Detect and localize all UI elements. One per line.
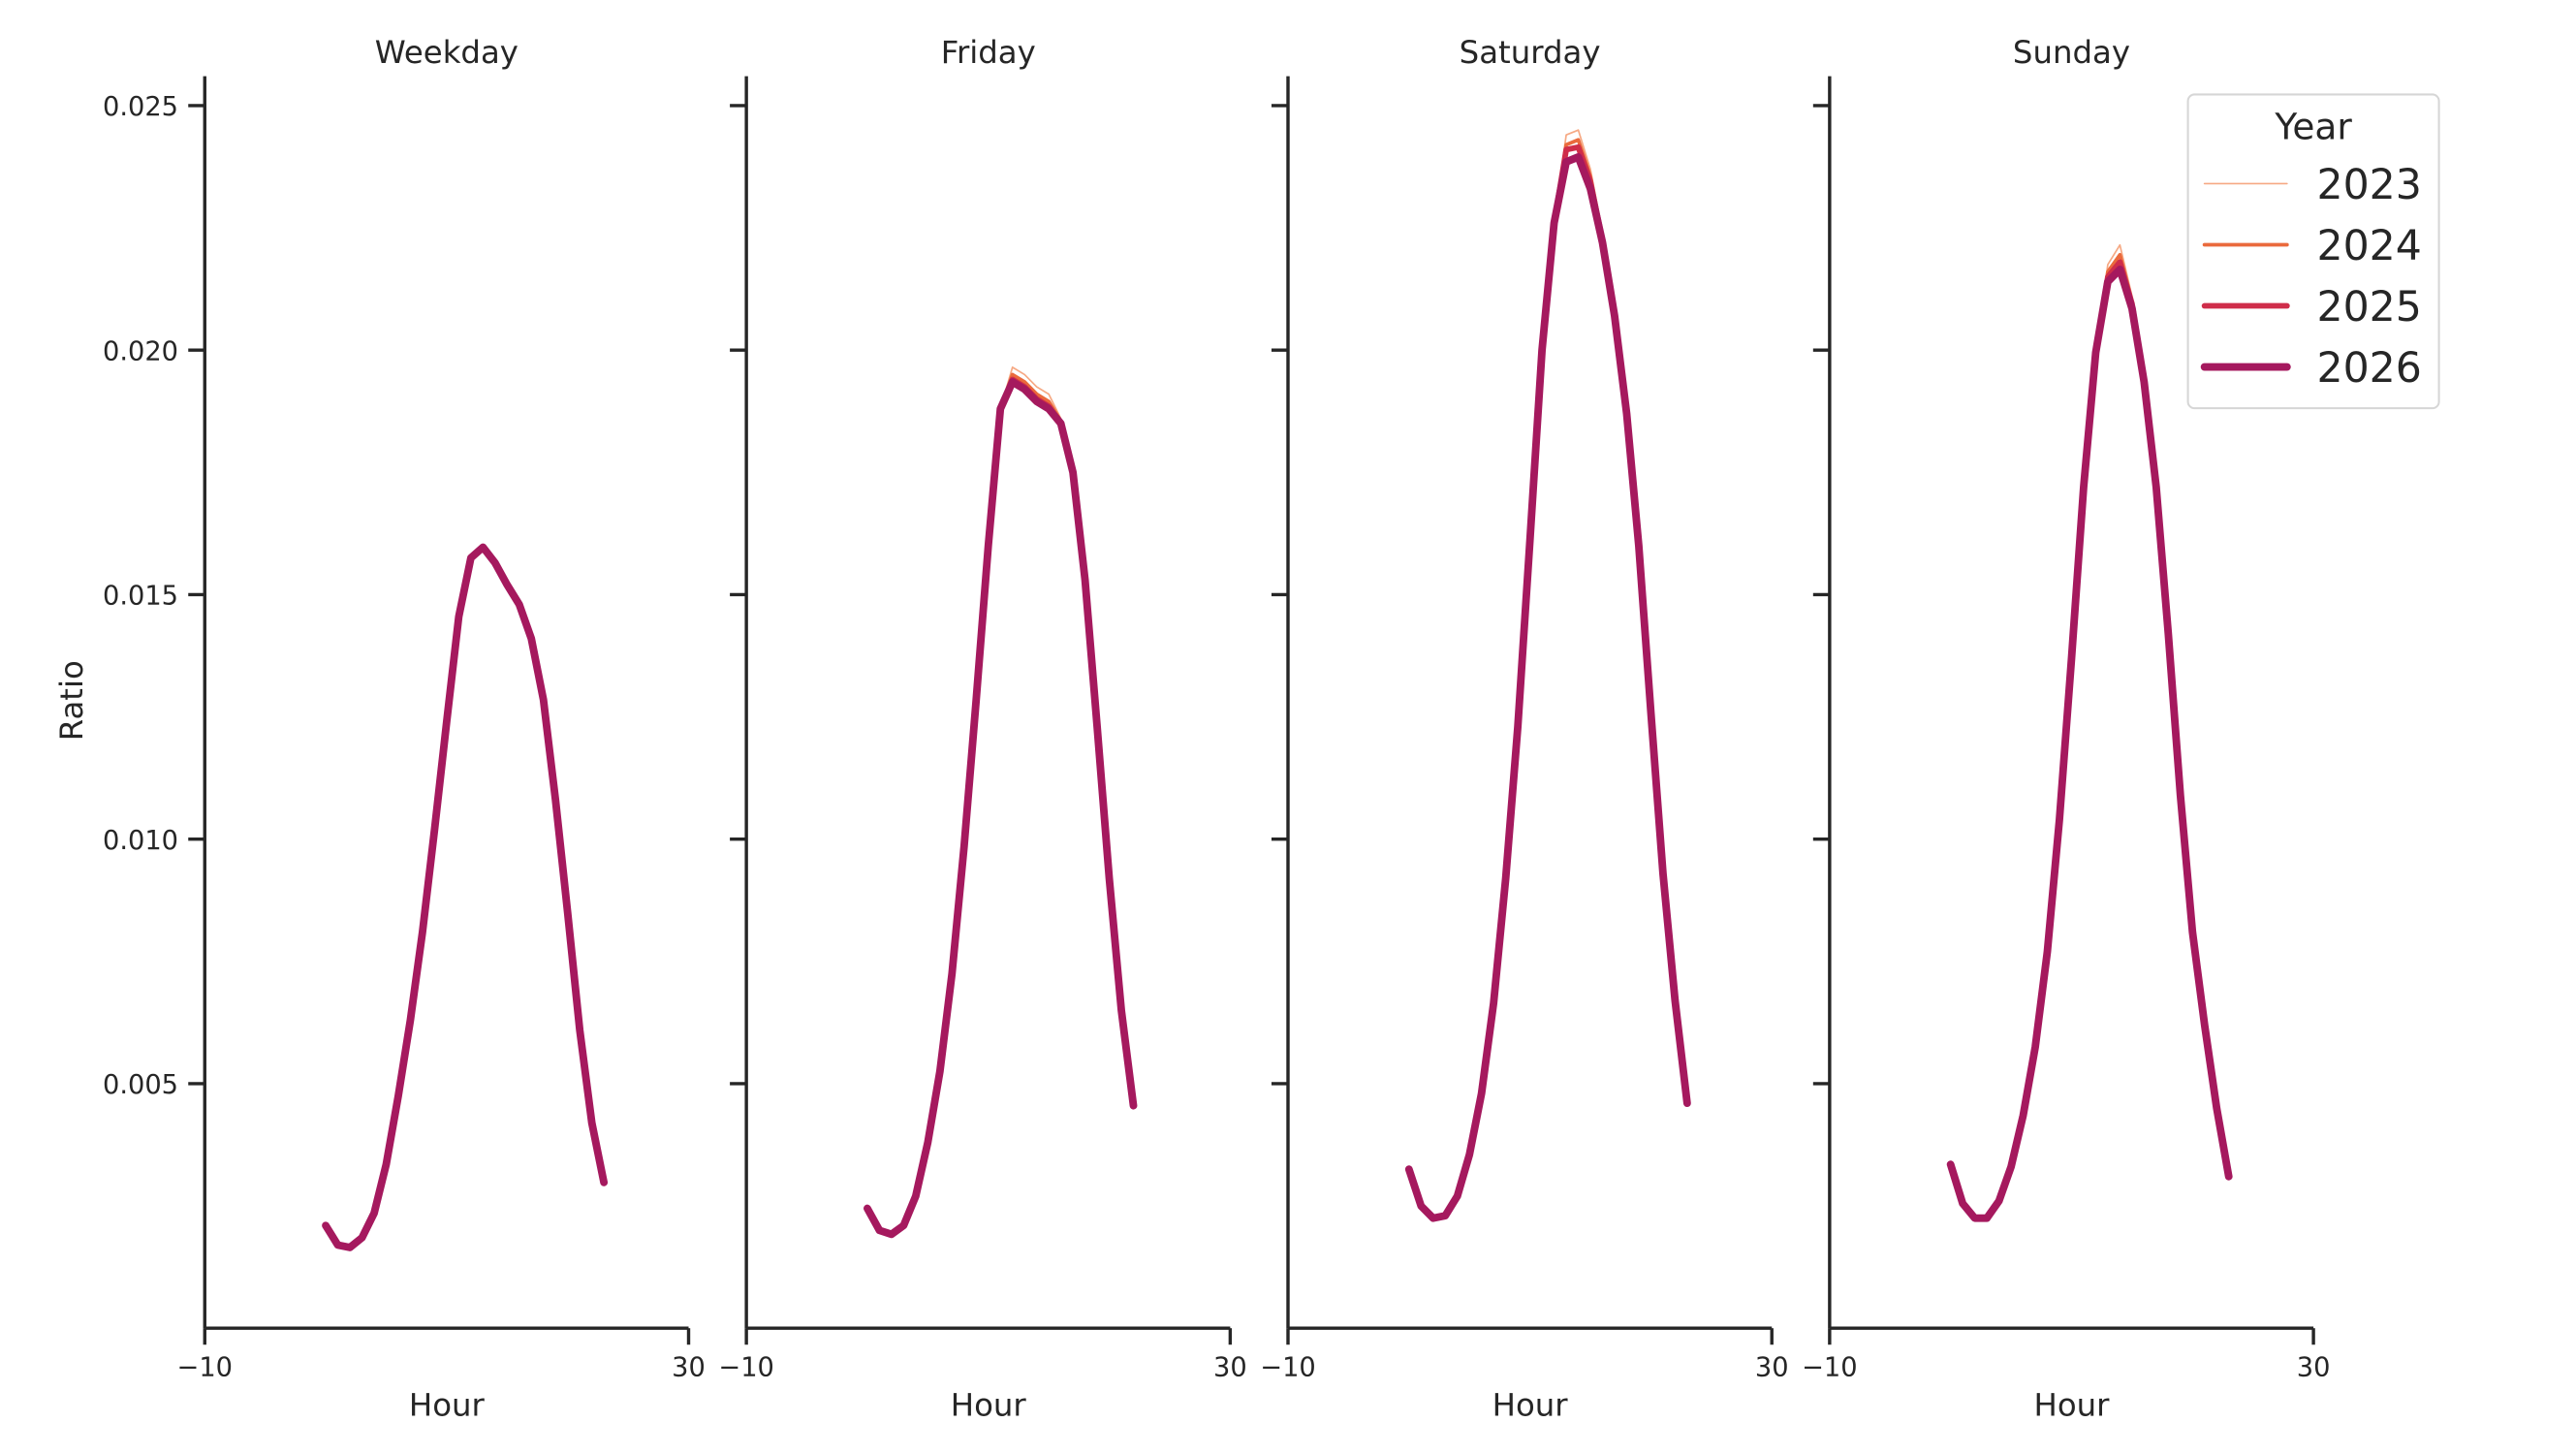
legend-label-2023: 2023 xyxy=(2316,161,2421,209)
legend-box xyxy=(2186,93,2440,410)
y-tick-label: 0.005 xyxy=(103,1070,178,1100)
series-line-2025 xyxy=(864,376,1137,1238)
x-axis-label: Hour xyxy=(409,1387,486,1424)
panel-weekday: Weekday 0.005 0.010 0.015 0.020 0.025 −10 30 Hou… xyxy=(103,34,706,1423)
series-line-2026 xyxy=(864,378,1138,1239)
panel-saturday: Saturday −10 30 Hour xyxy=(1260,34,1788,1423)
y-tick-label: 0.025 xyxy=(103,92,178,122)
y-tick-label: 0.020 xyxy=(103,336,178,366)
x-tick-label: −10 xyxy=(718,1353,774,1383)
x-axis-label: Hour xyxy=(951,1387,1027,1424)
legend: Year 2023 2024 2025 2026 xyxy=(2186,93,2440,410)
x-tick-label: −10 xyxy=(1802,1353,1858,1383)
legend-title: Year xyxy=(2274,105,2352,147)
x-tick-label: 30 xyxy=(2297,1353,2331,1383)
legend-label-2026: 2026 xyxy=(2316,344,2421,393)
legend-label-2024: 2024 xyxy=(2316,222,2421,270)
panel-title: Sunday xyxy=(2013,34,2130,71)
y-axis-label: Ratio xyxy=(53,660,90,741)
series-line-2023 xyxy=(866,366,1135,1236)
panel-friday: Friday −10 30 Hour xyxy=(718,34,1246,1423)
series-line-2026 xyxy=(1404,153,1691,1222)
panel-title: Saturday xyxy=(1460,34,1601,71)
panel-sunday: Sunday −10 30 Hour xyxy=(1802,34,2330,1423)
y-tick-label: 0.010 xyxy=(103,826,178,856)
x-tick-label: −10 xyxy=(1260,1353,1316,1383)
x-axis-label: Hour xyxy=(2033,1387,2110,1424)
x-tick-label: 30 xyxy=(672,1353,706,1383)
panel-title: Friday xyxy=(941,34,1036,71)
series-line-2024 xyxy=(865,372,1136,1237)
y-tick-label: 0.015 xyxy=(103,582,178,612)
x-tick-label: 30 xyxy=(1755,1353,1789,1383)
x-axis-label: Hour xyxy=(1492,1387,1569,1424)
x-tick-label: −10 xyxy=(177,1353,234,1383)
legend-label-2025: 2025 xyxy=(2316,283,2421,332)
series-line-2026 xyxy=(322,543,609,1251)
x-tick-label: 30 xyxy=(1213,1353,1247,1383)
panel-title: Weekday xyxy=(375,34,518,71)
series-line-2026 xyxy=(1946,266,2233,1222)
